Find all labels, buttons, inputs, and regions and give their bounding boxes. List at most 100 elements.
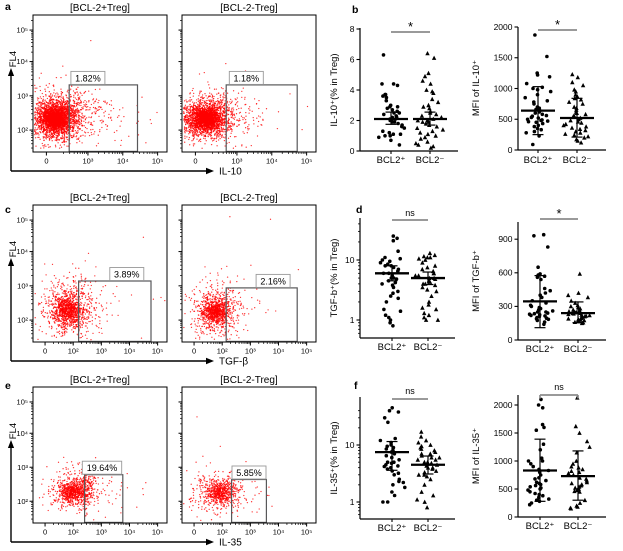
category-label: BCL2⁻ [414,342,443,353]
significance-label: ns [405,208,415,218]
flow-plot-title: [BCL-2+Treg] [70,375,130,386]
category-label: BCL2⁺ [377,155,406,166]
dotplot-axes: 110 [345,397,455,522]
panel-letters: a b c d e f [5,1,362,392]
x-axis-ticks: 0 10³ 10⁴ 10⁵ [193,152,312,166]
panel-letter-c: c [5,204,11,216]
x-axis-ticks: 0 10² 10³ 10⁴ 10⁵ [192,523,312,537]
series-points-pos [377,53,407,147]
gate-rect [231,478,268,524]
significance-label: * [556,206,561,221]
gate-label-box [109,267,145,281]
gate-percent-label: 19.64% [87,463,118,473]
dotplot-y-label: IL-10⁺(% in Treg) [329,53,340,126]
panel-letter-a: a [5,1,11,13]
panel-letter-e: e [5,380,11,392]
series-points-pos [526,397,551,507]
svg-text:10⁵: 10⁵ [152,157,163,166]
series-points-neg [566,395,592,511]
significance-label: ns [405,386,415,396]
x-axis-ticks: 0 10³ 10⁴ 10⁵ [44,152,163,166]
x-axis-arrowhead [206,538,214,546]
flow-points [183,216,300,340]
significance: ns [392,208,428,221]
series-points-pos [527,232,555,327]
plot-border [181,204,317,343]
gate-rect [77,280,152,343]
significance: * [538,17,577,32]
flow-plot-title: [BCL-2-Treg] [220,193,278,204]
category-label: BCL2⁺ [378,342,407,353]
dotplot-y-label: MFI of TGF-b⁺ [471,250,482,312]
dotplot-y-label: MFI of IL-10⁺ [471,60,482,116]
category-label: BCL2⁻ [416,155,445,166]
flow-plot-title: [BCL-2+Treg] [70,3,130,14]
panel-e-flow-pair: 19.64% [BCL-2+Treg] 0 10² 10³ 10⁴ 10⁵ 10⁵10⁴10³… [7,375,317,549]
panel-a-flow-pair: 1.82% [BCL-2+Treg] 0 10³ 10⁴ 10⁵ 10⁵ 10⁴ 10³ 10² 1… [7,3,317,178]
flow-x-label: IL-35 [219,538,242,549]
y-axis-ticks [178,20,182,149]
flow-plot-title: [BCL-2+Treg] [70,193,130,204]
category-label: BCL2⁻ [563,155,592,166]
svg-text:10⁵: 10⁵ [17,26,28,35]
flow-plot-title: [BCL-2-Treg] [220,375,278,386]
significance: ns [539,382,579,399]
flow-points [34,236,166,341]
y-axis-arrowhead [7,68,15,76]
category-label: BCL2⁺ [524,155,553,166]
series-points-neg [413,250,441,322]
flow-y-label: FL4 [8,241,19,257]
gate-rect [83,474,124,524]
gate-label-box [255,273,291,288]
category-label: BCL2⁻ [564,344,593,355]
flow-plot-a-2: 1.18% [BCL-2-Treg] 0 10³ 10⁴ 10⁵ [178,3,317,166]
dotplot-y-label: TGF-b⁺(% in Treg) [329,239,340,318]
gate-percent-label: 1.18% [234,73,260,83]
flow-plot-c-1: 3.89% [BCL-2+Treg] 0 10² 10³ 10⁴ 10⁵ 10⁵10⁴10³1… [16,193,168,356]
gate-rect [225,84,298,153]
series-points-neg [561,72,591,145]
axis-arrows: IL-10 FL4 [7,51,242,178]
dotplot-axes: 110 [345,218,455,341]
category-label: BCL2⁺ [526,344,555,355]
gate-percent-label: 1.82% [75,73,101,83]
flow-plot-title: [BCL-2-Treg] [220,3,278,14]
gate-percent-label: 5.85% [236,468,262,478]
flow-plot-e-1: 19.64% [BCL-2+Treg] 0 10² 10³ 10⁴ 10⁵ 10⁵10⁴10³… [16,375,168,537]
x-axis-ticks: 0 10² 10³ 10⁴ 10⁵ [192,342,312,356]
series-points-pos [523,33,553,147]
y-axis-ticks [178,392,182,520]
category-label: BCL2⁺ [526,521,555,532]
x-axis-arrowhead [206,167,214,175]
panel-letter-d: d [356,204,362,216]
y-axis-ticks [178,210,182,339]
flow-x-label: IL-10 [219,167,242,178]
category-label: BCL2⁺ [378,523,407,534]
significance-label: ns [554,382,564,392]
x-axis-ticks: 0 10² 10³ 10⁴ 10⁵ [43,523,163,537]
significance: * [540,206,578,221]
flow-plot-e-2: 5.85% [BCL-2-Treg] 0 10² 10³ 10⁴ 10⁵ [178,375,317,537]
svg-text:10³: 10³ [17,91,28,100]
axis-arrows: TGF-β FL4 [7,241,248,368]
y-axis-arrowhead [7,258,15,266]
gate-label-box [228,70,264,85]
flow-points [34,39,158,149]
plot-border [181,14,317,153]
svg-text:0: 0 [44,157,48,166]
svg-text:10²: 10² [17,126,28,135]
gate-label-box [231,465,267,480]
flow-x-label: TGF-β [219,357,248,368]
svg-text:10⁴: 10⁴ [117,157,129,166]
